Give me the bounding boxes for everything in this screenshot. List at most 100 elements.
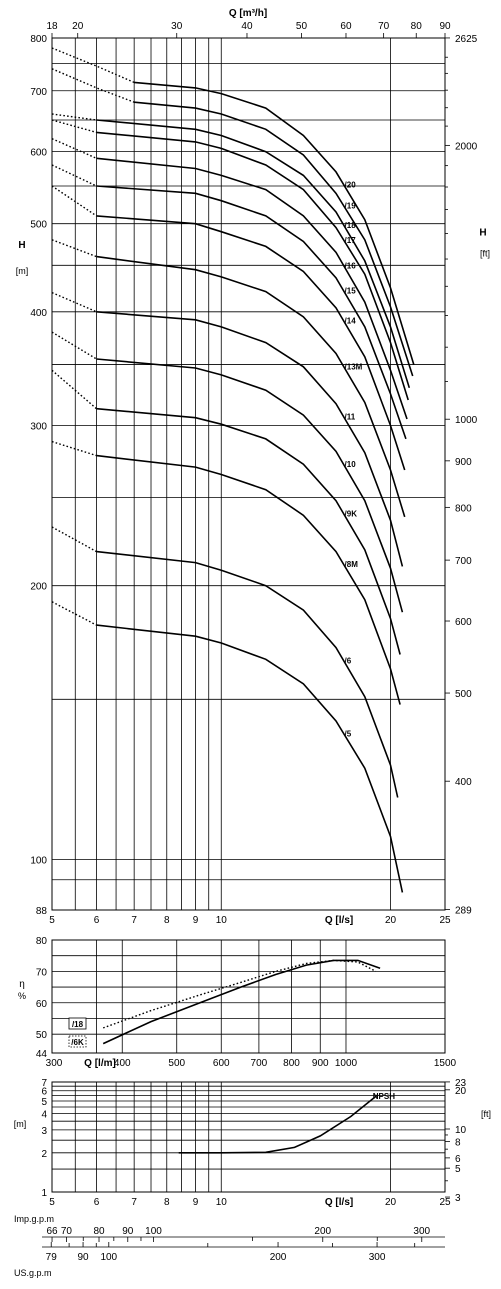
curve-line	[96, 185, 407, 440]
curve-dotted-segment	[51, 526, 97, 553]
legend-box	[68, 1017, 87, 1030]
plot-frame	[51, 1081, 446, 1193]
x-tick-label: 5	[49, 1197, 55, 1208]
curve-label: /11	[345, 413, 356, 422]
efficiency-chart: 300 400 500 600 700 800 900 1000 1500 Q [l/m] 44 50…	[18, 936, 457, 1069]
y-tick-label: 44	[36, 1049, 48, 1060]
curve-line	[96, 119, 411, 389]
right-tick-label: 3	[455, 1193, 461, 1204]
curve-line	[96, 215, 406, 471]
imp-gpm-tick-label: 100	[145, 1226, 162, 1237]
right-tick-label: 10	[455, 1125, 467, 1136]
y-tick-label: 400	[30, 308, 47, 319]
y-axis-label: H	[18, 240, 25, 251]
y-tick-label: 100	[30, 855, 47, 866]
curve-label: /19	[345, 201, 357, 210]
x-tick-label: 20	[385, 915, 397, 926]
y-axis-unit: [m]	[14, 1119, 27, 1129]
y-tick-label: 2	[41, 1149, 47, 1160]
plot-frame	[51, 37, 446, 911]
y-tick-label: 1	[41, 1188, 47, 1199]
right-tick-label: 5	[455, 1164, 461, 1175]
imp-gpm-tick-label: 200	[314, 1226, 331, 1237]
us-gpm-tick-label: 200	[270, 1252, 287, 1263]
npsh-chart: 5 6 7 8 9 10 20 25Q [l/s]1234567[m]3568102023[f…	[14, 1078, 491, 1208]
curve-dotted-segment	[51, 291, 97, 313]
curve-dotted-segment	[51, 47, 135, 84]
x-tick-label: 8	[164, 1197, 170, 1208]
y-axis-unit: %	[18, 991, 26, 1001]
y-tick-label: 700	[30, 87, 47, 98]
x-tick-label: 1500	[434, 1058, 457, 1069]
curve-label: /6	[345, 656, 352, 665]
top-tick-label: 30	[171, 21, 183, 32]
curve-label: /10	[345, 460, 357, 469]
top-tick-label: 40	[241, 21, 253, 32]
x-tick-label: 7	[131, 915, 137, 926]
y-axis-unit: [m]	[16, 266, 29, 276]
curve-label: /16	[345, 261, 357, 270]
y-tick-label: 3	[41, 1126, 47, 1137]
x-tick-label: 9	[193, 915, 199, 926]
curve-line	[96, 255, 406, 518]
curve-line	[96, 624, 404, 893]
y-tick-label: 88	[36, 906, 48, 917]
right-tick-label: 23	[455, 1078, 467, 1089]
right-tick-label: 1000	[455, 415, 478, 426]
y-tick-label: 80	[36, 936, 48, 947]
curve-dotted-segment	[51, 440, 97, 457]
y-tick-label: 500	[30, 220, 47, 231]
x-axis-label: Q [l/m]	[84, 1058, 116, 1069]
right-tick-label: 600	[455, 617, 472, 628]
right-tick-label: 500	[455, 689, 472, 700]
curve-dotted-segment	[51, 113, 97, 121]
curve-line	[96, 407, 401, 655]
npsh-label: NPSH	[373, 1092, 395, 1101]
right-tick-label: 20	[455, 1086, 467, 1097]
us-gpm-tick-label: 90	[77, 1252, 89, 1263]
gpm-scales: Imp.g.p.m 66 70 80 90 100 200 300 79 90 100 200 300 U…	[14, 1214, 445, 1278]
head-chart: 5 6 7 8 9 10 20 25 Q [l/s] 88 100 200 300 400 500 600 70…	[16, 8, 490, 926]
top-tick-label: 18	[46, 21, 58, 32]
curve-dotted-segment	[51, 68, 135, 103]
y-tick-label: 60	[36, 999, 48, 1010]
curve-dotted-segment	[51, 369, 97, 410]
curve-label: /15	[345, 287, 357, 296]
top-tick-label: 80	[411, 21, 423, 32]
imp-gpm-label: Imp.g.p.m	[14, 1214, 54, 1224]
y-tick-label: 600	[30, 148, 47, 159]
npsh-curve	[178, 1093, 379, 1154]
curve-label: /14	[345, 317, 357, 326]
curve-dotted-segment	[51, 138, 97, 159]
us-gpm-tick-label: 300	[369, 1252, 386, 1263]
curve-dotted-segment	[51, 185, 97, 217]
x-tick-label: 25	[439, 915, 451, 926]
x-tick-label: 500	[168, 1058, 185, 1069]
x-tick-label: 20	[385, 1197, 397, 1208]
x-tick-label: 600	[213, 1058, 230, 1069]
us-gpm-label: US.g.p.m	[14, 1268, 52, 1278]
right-tick-label: 400	[455, 777, 472, 788]
curve-label: /9K	[345, 510, 358, 519]
right-axis-label: H	[479, 228, 486, 239]
plot-frame	[51, 939, 446, 1054]
curve-dotted-segment	[51, 164, 97, 187]
imp-gpm-tick-label: 70	[61, 1226, 73, 1237]
curve-line	[96, 131, 409, 401]
curve-line	[134, 81, 415, 365]
top-tick-label: 90	[439, 21, 451, 32]
curve-dotted-segment	[51, 601, 97, 626]
y-tick-label: 4	[41, 1110, 47, 1121]
curve-dotted-segment	[51, 331, 97, 360]
top-tick-label: 60	[340, 21, 352, 32]
curve-line	[96, 311, 404, 567]
us-gpm-tick-label: 100	[100, 1252, 117, 1263]
curve-label: /17	[345, 236, 357, 245]
y-tick-label: 200	[30, 582, 47, 593]
x-tick-label: 6	[94, 915, 100, 926]
x-tick-label: 900	[312, 1058, 329, 1069]
x-tick-label: 8	[164, 915, 170, 926]
right-tick-label: 800	[455, 503, 472, 514]
curve-line	[96, 550, 399, 798]
